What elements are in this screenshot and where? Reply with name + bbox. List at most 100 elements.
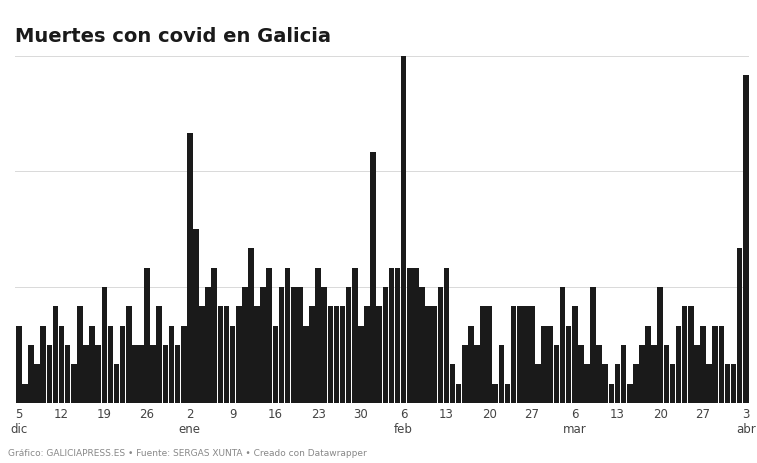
Bar [505,383,510,403]
Bar [615,364,620,403]
Bar [444,268,449,403]
Bar [572,307,578,403]
Bar [694,345,699,403]
Bar [565,325,572,403]
Bar [181,325,186,403]
Bar [132,345,138,403]
Bar [193,229,199,403]
Bar [65,345,70,403]
Bar [328,307,333,403]
Bar [34,364,40,403]
Bar [230,325,235,403]
Bar [743,75,749,403]
Bar [737,249,743,403]
Bar [688,307,693,403]
Text: Gráfico: GALICIAPRESS.ES • Fuente: SERGAS XUNTA • Creado con Datawrapper: Gráfico: GALICIAPRESS.ES • Fuente: SERGA… [8,450,366,458]
Bar [456,383,462,403]
Bar [376,307,382,403]
Bar [266,268,272,403]
Bar [40,325,46,403]
Bar [401,0,407,403]
Bar [297,287,303,403]
Bar [499,345,504,403]
Bar [169,325,174,403]
Bar [53,307,58,403]
Bar [120,325,126,403]
Bar [676,325,681,403]
Bar [145,268,150,403]
Bar [352,268,357,403]
Bar [639,345,645,403]
Bar [175,345,180,403]
Bar [706,364,712,403]
Bar [670,364,675,403]
Bar [559,287,565,403]
Bar [254,307,260,403]
Bar [242,287,248,403]
Bar [382,287,388,403]
Bar [700,325,706,403]
Bar [517,307,522,403]
Bar [487,307,492,403]
Bar [388,268,394,403]
Bar [645,325,651,403]
Bar [273,325,278,403]
Bar [597,345,602,403]
Bar [77,307,83,403]
Bar [260,287,266,403]
Bar [211,268,217,403]
Bar [718,325,724,403]
Bar [541,325,547,403]
Bar [322,287,327,403]
Bar [438,287,443,403]
Bar [224,307,229,403]
Bar [633,364,639,403]
Bar [334,307,339,403]
Bar [163,345,168,403]
Bar [493,383,498,403]
Bar [468,325,474,403]
Bar [657,287,663,403]
Bar [535,364,540,403]
Bar [316,268,321,403]
Bar [217,307,223,403]
Bar [303,325,309,403]
Bar [291,287,297,403]
Bar [89,325,95,403]
Bar [511,307,516,403]
Bar [101,287,107,403]
Bar [346,287,351,403]
Bar [309,307,315,403]
Bar [603,364,608,403]
Bar [553,345,559,403]
Bar [83,345,89,403]
Bar [609,383,614,403]
Bar [621,345,626,403]
Bar [340,307,345,403]
Bar [22,383,28,403]
Bar [425,307,431,403]
Bar [462,345,468,403]
Bar [651,345,657,403]
Bar [474,345,480,403]
Bar [407,268,413,403]
Text: Muertes con covid en Galicia: Muertes con covid en Galicia [15,27,331,46]
Bar [682,307,687,403]
Bar [71,364,76,403]
Bar [413,268,419,403]
Bar [285,268,291,403]
Bar [731,364,737,403]
Bar [394,268,400,403]
Bar [627,383,633,403]
Bar [431,307,437,403]
Bar [450,364,456,403]
Bar [529,307,534,403]
Bar [279,287,285,403]
Bar [151,345,156,403]
Bar [95,345,101,403]
Bar [364,307,370,403]
Bar [712,325,718,403]
Bar [578,345,584,403]
Bar [547,325,553,403]
Bar [114,364,120,403]
